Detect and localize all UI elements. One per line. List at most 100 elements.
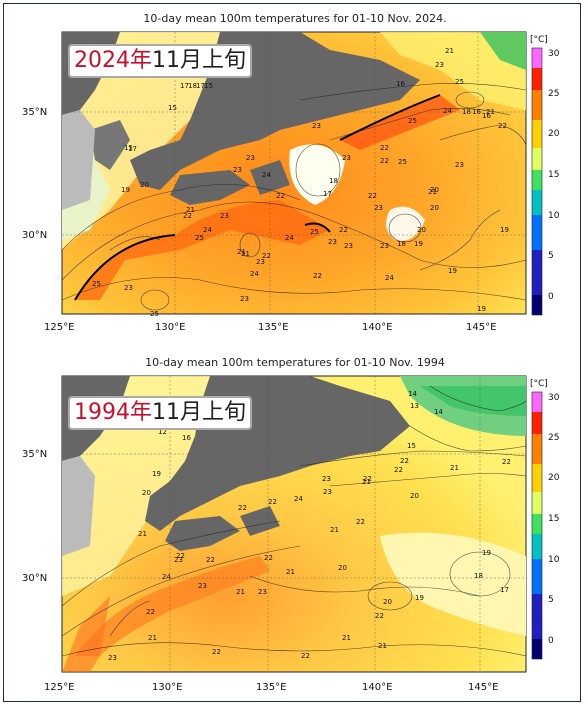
contour-label: 19 <box>121 186 130 194</box>
contour-label: 19 <box>500 226 509 234</box>
contour-label: 23 <box>240 295 249 303</box>
contour-label: 23 <box>322 475 331 483</box>
colorbar-tick: 20 <box>548 129 560 139</box>
contour-label: 17 <box>128 145 137 153</box>
contour-label: 23 <box>198 582 207 590</box>
contour-label: 24 <box>203 226 212 234</box>
contour-label: 21 <box>138 530 147 538</box>
contour-label: 23 <box>342 154 351 162</box>
period-badge: 1994年11月上旬 <box>68 396 252 430</box>
contour-label: 21 <box>236 588 245 596</box>
lon-tick: 140°E <box>362 682 392 693</box>
contour-label: 25 <box>150 310 159 318</box>
colorbar-tick: 5 <box>548 251 554 261</box>
contour-label: 22 <box>502 458 511 466</box>
contour-label: 22 <box>206 556 215 564</box>
contour-label: 13 <box>410 402 419 410</box>
contour-label: 21 <box>428 188 437 196</box>
graticule <box>62 32 526 314</box>
isotherm-lines <box>61 385 527 657</box>
lat-tick: 35°N <box>22 449 47 460</box>
lon-tick: 125°E <box>44 682 74 693</box>
contour-label: 17 <box>323 190 332 198</box>
contour-label: 22 <box>313 272 322 280</box>
contour-label: 20 <box>430 186 439 194</box>
contour-label: 22 <box>363 475 372 483</box>
contour-label: 19 <box>448 267 457 275</box>
contour-label: 21 <box>378 642 387 650</box>
panel-title: 10-day mean 100m temperatures for 01-10 … <box>143 12 447 25</box>
contour-label: 25 <box>455 78 464 86</box>
lon-tick: 135°E <box>256 682 286 693</box>
contour-label: 20 <box>142 489 151 497</box>
lon-tick: 145°E <box>468 682 498 693</box>
contour-label: 24 <box>162 573 171 581</box>
contour-label: 23 <box>256 258 265 266</box>
contour-label: 22 <box>264 554 273 562</box>
colorbar-tick: 30 <box>548 393 560 403</box>
contour-label: 18 <box>397 240 406 248</box>
colorbar-tick: 5 <box>548 595 554 605</box>
contour-label: 23 <box>108 654 117 662</box>
isotherm-lines <box>61 83 527 311</box>
colorbar-tick: 0 <box>548 292 554 302</box>
contour-label: 23 <box>246 154 255 162</box>
contour-label: 23 <box>344 242 353 250</box>
contour-label-group: 14 13 14 12 16 15 22 22 22 21 23 19 20 2… <box>108 390 511 662</box>
colorbar-tick: 15 <box>548 514 559 524</box>
lon-tick: 125°E <box>44 322 74 333</box>
lon-tick: 130°E <box>155 322 185 333</box>
axis-labels: 125°E 130°E 135°E 140°E 145°E 35°N 30°N <box>22 449 498 693</box>
contour-label: 21 <box>445 47 454 55</box>
contour-label: 21 <box>342 634 351 642</box>
contour-label: 23 <box>258 588 267 596</box>
map-panel-1994: 10-day mean 100m temperatures for 01-10 … <box>0 356 586 706</box>
colorbar-tick: 10 <box>548 555 560 565</box>
contour-label: 17 <box>500 586 509 594</box>
contour-label: 22 <box>375 612 384 620</box>
contour-label: 23 <box>233 166 242 174</box>
contour-label: 18 <box>329 177 338 185</box>
colorbar: [°C] 30 25 20 15 10 5 0 <box>530 379 560 660</box>
lon-tick: 135°E <box>258 322 288 333</box>
colorbar-tick: 10 <box>548 211 560 221</box>
badge-year: 1994年 <box>74 400 152 425</box>
colorbar-tick: 30 <box>548 49 560 59</box>
contour-label: 22 <box>380 144 389 152</box>
contour-label: 22 <box>212 648 221 656</box>
contour-label: 22 <box>268 498 277 506</box>
contour-label: 20 <box>140 181 149 189</box>
contour-label: 24 <box>262 171 271 179</box>
contour-label: 21 <box>286 568 295 576</box>
temperature-map: 21 23 17 18 17 15 16 15 24 25 22 18 16 1… <box>22 31 560 333</box>
contour-label: 18 <box>474 572 483 580</box>
lon-tick: 130°E <box>152 682 182 693</box>
bold-isotherm <box>74 94 441 301</box>
contour-label: 21 <box>450 464 459 472</box>
contour-label: 22 <box>380 157 389 165</box>
contour-label: 22 <box>176 552 185 560</box>
lon-tick: 145°E <box>466 322 496 333</box>
contour-label: 23 <box>323 488 332 496</box>
contour-label: 22 <box>238 504 247 512</box>
contour-label: 24 <box>443 107 452 115</box>
contour-label: 21 <box>241 250 250 258</box>
contour-label: 19 <box>414 240 423 248</box>
contour-label: 21 <box>330 526 339 534</box>
contour-label: 23 <box>220 212 229 220</box>
contour-label: 20 <box>430 204 439 212</box>
colorbar-tick: 20 <box>548 473 560 483</box>
axis-labels: 125°E 130°E 135°E 140°E 145°E 35°N 30°N <box>22 107 496 333</box>
contour-label: 17 <box>196 82 205 90</box>
contour-label: 15 <box>204 82 213 90</box>
colorbar-tick: 15 <box>548 170 559 180</box>
contour-label: 23 <box>374 204 383 212</box>
contour-label: 23 <box>435 61 444 69</box>
contour-label-group: 21 23 17 18 17 15 16 15 24 25 22 18 16 1… <box>92 47 509 318</box>
colorbar-unit: [°C] <box>530 379 548 389</box>
contour-label: 19 <box>415 594 424 602</box>
lat-tick: 30°N <box>22 230 47 241</box>
period-badge: 2024年11月上旬 <box>68 44 252 78</box>
contour-label: 20 <box>338 564 347 572</box>
colorbar-tick: 0 <box>548 636 554 646</box>
